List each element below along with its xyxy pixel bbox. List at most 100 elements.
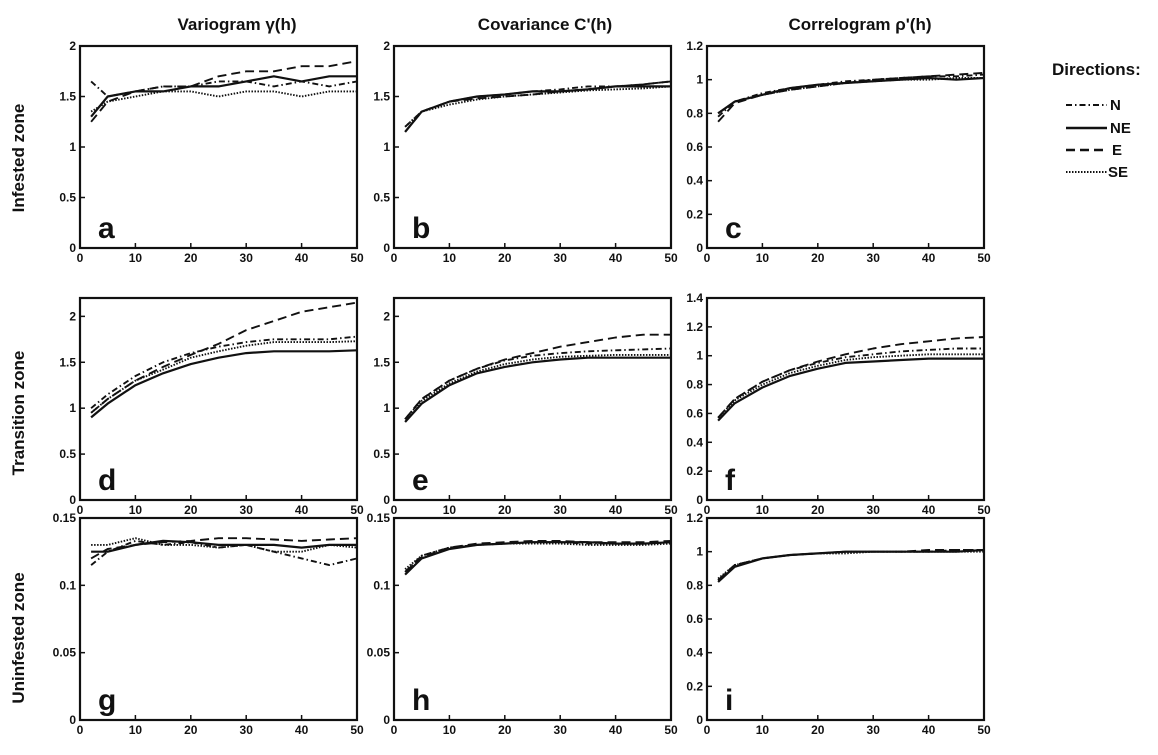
- x-tick-label: 50: [350, 503, 364, 517]
- y-tick-label: 1.5: [59, 90, 76, 104]
- x-tick-label: 40: [295, 503, 309, 517]
- x-tick-label: 50: [664, 251, 678, 265]
- series-line-se: [404, 542, 672, 570]
- x-tick-label: 30: [554, 251, 568, 265]
- panel-f: 0 0.2 0.4 0.6 0.8 1 1.2 1.4 0 10 20 30 40 50 f: [686, 291, 991, 517]
- legend-entry-e: E: [1066, 142, 1122, 159]
- panel-letter: e: [412, 464, 429, 497]
- y-tick-label: 2: [383, 39, 390, 53]
- series-line-e: [90, 60, 358, 123]
- x-tick-label: 10: [756, 503, 770, 517]
- series-line-n: [90, 335, 358, 409]
- series-line-n: [717, 549, 984, 582]
- x-tick-label: 20: [184, 723, 198, 737]
- x-tick-label: 50: [977, 503, 991, 517]
- series-line-se: [717, 77, 984, 115]
- x-tick-label: 50: [664, 503, 678, 517]
- x-tick-label: 50: [977, 723, 991, 737]
- y-tick-label: 0.2: [686, 207, 703, 221]
- y-tick-label: 0: [383, 493, 390, 507]
- series-line-ne: [404, 356, 671, 423]
- panel-letter: i: [725, 684, 733, 717]
- row-title-transition: Transition zone: [9, 351, 28, 476]
- series-line-ne: [404, 541, 672, 576]
- legend-entry-se: SE: [1066, 164, 1128, 181]
- x-tick-label: 40: [295, 723, 309, 737]
- column-title-variogram: Variogram γ(h): [177, 15, 296, 34]
- x-tick-label: 20: [498, 723, 512, 737]
- series-line-e: [90, 301, 358, 414]
- x-tick-label: 10: [129, 251, 143, 265]
- y-tick-label: 0: [69, 713, 76, 727]
- x-tick-label: 10: [129, 503, 143, 517]
- x-tick-label: 40: [609, 723, 623, 737]
- series-line-ne: [717, 357, 984, 422]
- y-tick-label: 0.2: [686, 464, 703, 478]
- legend-label-e: E: [1112, 142, 1122, 159]
- x-tick-label: 10: [129, 723, 143, 737]
- series-line-e: [717, 549, 984, 582]
- x-tick-label: 10: [443, 251, 457, 265]
- y-tick-label: 1.2: [686, 320, 703, 334]
- series-line-se: [717, 353, 984, 419]
- x-tick-label: 10: [756, 723, 770, 737]
- y-tick-label: 1.5: [373, 355, 390, 369]
- panel-a: 00.511.520 10 20 30 40 50a: [59, 39, 364, 265]
- x-tick-label: 0: [391, 251, 398, 265]
- series-line-se: [91, 537, 358, 553]
- x-tick-label: 0: [704, 503, 711, 517]
- x-tick-label: 30: [554, 503, 568, 517]
- legend-label-ne: NE: [1110, 120, 1131, 137]
- x-tick-label: 0: [77, 503, 84, 517]
- x-tick-label: 30: [240, 723, 254, 737]
- x-tick-label: 0: [704, 251, 711, 265]
- y-tick-label: 0: [696, 713, 703, 727]
- x-tick-label: 40: [295, 251, 309, 265]
- legend-title: Directions:: [1052, 60, 1141, 79]
- y-tick-label: 0: [69, 241, 76, 255]
- y-tick-label: 1.5: [373, 90, 390, 104]
- series-line-se: [717, 550, 984, 580]
- panel-c: 0 0.2 0.4 0.6 0.8 1 1.2 0 10 20 30 40 50 c: [686, 39, 991, 265]
- y-tick-label: 1: [696, 73, 703, 87]
- panel-letter: g: [98, 684, 116, 717]
- y-tick-label: 1.5: [59, 355, 76, 369]
- panel-b: 00.511.520 10 20 30 40 50b: [373, 39, 678, 265]
- series-line-e: [90, 537, 358, 560]
- y-tick-label: 0.5: [373, 447, 390, 461]
- row-title-infested: Infested zone: [9, 104, 28, 213]
- x-tick-label: 40: [609, 251, 623, 265]
- x-tick-label: 20: [811, 723, 825, 737]
- y-tick-label: 2: [383, 309, 390, 323]
- legend-entry-ne: NE: [1066, 120, 1131, 137]
- plot-frame: [78, 516, 359, 722]
- y-tick-label: 1: [69, 140, 76, 154]
- y-tick-label: 2: [69, 39, 76, 53]
- plot-frame: [78, 296, 359, 502]
- panel-letter: h: [412, 684, 430, 717]
- x-tick-label: 0: [704, 723, 711, 737]
- legend: Directions: N NE E SE: [1052, 60, 1141, 181]
- x-tick-label: 50: [977, 251, 991, 265]
- y-tick-label: 0.8: [686, 378, 703, 392]
- series-line-n: [404, 347, 672, 420]
- panel-letter: f: [725, 464, 736, 497]
- y-tick-label: 0.1: [59, 578, 76, 592]
- x-tick-label: 50: [350, 723, 364, 737]
- y-tick-label: 0.6: [686, 406, 703, 420]
- y-tick-label: 1: [383, 401, 390, 415]
- x-tick-label: 50: [664, 723, 678, 737]
- x-tick-label: 0: [77, 723, 84, 737]
- series-line-e: [717, 336, 985, 419]
- panel-d: 00.511.520 10 20 30 40 50d: [59, 296, 364, 517]
- panel-letter: a: [98, 212, 115, 245]
- y-tick-label: 0: [383, 241, 390, 255]
- y-tick-label: 0: [696, 241, 703, 255]
- y-tick-label: 0.6: [686, 612, 703, 626]
- x-tick-label: 30: [867, 503, 881, 517]
- plot-frame: [705, 516, 986, 722]
- x-tick-label: 20: [184, 503, 198, 517]
- y-tick-label: 0.15: [367, 511, 391, 525]
- y-tick-label: 0.4: [686, 435, 703, 449]
